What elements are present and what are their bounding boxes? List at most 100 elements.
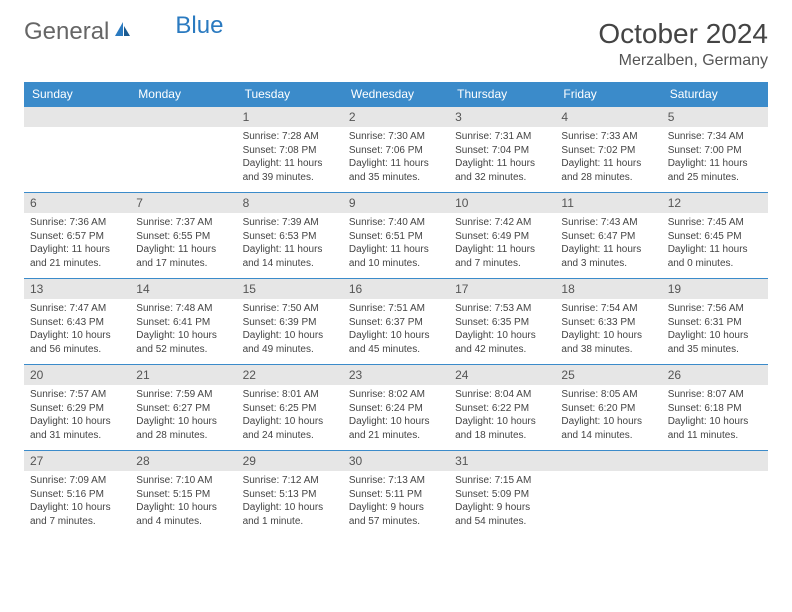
day-details: Sunrise: 7:56 AMSunset: 6:31 PMDaylight:… (662, 299, 768, 364)
calendar-day: 30Sunrise: 7:13 AMSunset: 5:11 PMDayligh… (343, 451, 449, 537)
calendar-day: 4Sunrise: 7:33 AMSunset: 7:02 PMDaylight… (555, 107, 661, 193)
day-number: 13 (24, 279, 130, 299)
day-number: 1 (237, 107, 343, 127)
day-details: Sunrise: 7:47 AMSunset: 6:43 PMDaylight:… (24, 299, 130, 364)
calendar-body: 1Sunrise: 7:28 AMSunset: 7:08 PMDaylight… (24, 107, 768, 537)
sail-icon (113, 20, 133, 40)
calendar-day: 8Sunrise: 7:39 AMSunset: 6:53 PMDaylight… (237, 193, 343, 279)
day-details: Sunrise: 7:13 AMSunset: 5:11 PMDaylight:… (343, 471, 449, 536)
calendar-day: 3Sunrise: 7:31 AMSunset: 7:04 PMDaylight… (449, 107, 555, 193)
calendar-day: 1Sunrise: 7:28 AMSunset: 7:08 PMDaylight… (237, 107, 343, 193)
day-number: 7 (130, 193, 236, 213)
calendar-day: 23Sunrise: 8:02 AMSunset: 6:24 PMDayligh… (343, 365, 449, 451)
calendar-day: 13Sunrise: 7:47 AMSunset: 6:43 PMDayligh… (24, 279, 130, 365)
calendar-day: 28Sunrise: 7:10 AMSunset: 5:15 PMDayligh… (130, 451, 236, 537)
title-block: October 2024 Merzalben, Germany (598, 18, 768, 70)
day-number: 21 (130, 365, 236, 385)
day-number: 25 (555, 365, 661, 385)
day-number: 30 (343, 451, 449, 471)
day-number: 23 (343, 365, 449, 385)
day-details: Sunrise: 7:15 AMSunset: 5:09 PMDaylight:… (449, 471, 555, 536)
day-details: Sunrise: 7:57 AMSunset: 6:29 PMDaylight:… (24, 385, 130, 450)
weekday-header: Tuesday (237, 82, 343, 107)
day-details: Sunrise: 8:04 AMSunset: 6:22 PMDaylight:… (449, 385, 555, 450)
day-details: Sunrise: 7:48 AMSunset: 6:41 PMDaylight:… (130, 299, 236, 364)
calendar-table: SundayMondayTuesdayWednesdayThursdayFrid… (24, 82, 768, 536)
brand-logo: General Blue (24, 18, 223, 46)
day-details: Sunrise: 7:12 AMSunset: 5:13 PMDaylight:… (237, 471, 343, 536)
weekday-header: Friday (555, 82, 661, 107)
calendar-day (130, 107, 236, 193)
calendar-day: 29Sunrise: 7:12 AMSunset: 5:13 PMDayligh… (237, 451, 343, 537)
weekday-header: Monday (130, 82, 236, 107)
day-details: Sunrise: 7:53 AMSunset: 6:35 PMDaylight:… (449, 299, 555, 364)
day-details: Sunrise: 7:30 AMSunset: 7:06 PMDaylight:… (343, 127, 449, 192)
weekday-header: Thursday (449, 82, 555, 107)
day-details: Sunrise: 7:42 AMSunset: 6:49 PMDaylight:… (449, 213, 555, 278)
day-details: Sunrise: 7:50 AMSunset: 6:39 PMDaylight:… (237, 299, 343, 364)
day-details: Sunrise: 7:33 AMSunset: 7:02 PMDaylight:… (555, 127, 661, 192)
day-number: 29 (237, 451, 343, 471)
day-number: 18 (555, 279, 661, 299)
day-details: Sunrise: 7:59 AMSunset: 6:27 PMDaylight:… (130, 385, 236, 450)
calendar-day (24, 107, 130, 193)
calendar-day: 7Sunrise: 7:37 AMSunset: 6:55 PMDaylight… (130, 193, 236, 279)
weekday-header: Sunday (24, 82, 130, 107)
day-details: Sunrise: 7:54 AMSunset: 6:33 PMDaylight:… (555, 299, 661, 364)
calendar-day: 6Sunrise: 7:36 AMSunset: 6:57 PMDaylight… (24, 193, 130, 279)
calendar-day (662, 451, 768, 537)
day-number: 26 (662, 365, 768, 385)
day-number: 31 (449, 451, 555, 471)
day-number: 2 (343, 107, 449, 127)
day-details: Sunrise: 7:31 AMSunset: 7:04 PMDaylight:… (449, 127, 555, 192)
day-number: 28 (130, 451, 236, 471)
day-details: Sunrise: 7:40 AMSunset: 6:51 PMDaylight:… (343, 213, 449, 278)
page-header: General Blue October 2024 Merzalben, Ger… (24, 18, 768, 70)
weekday-header: Saturday (662, 82, 768, 107)
calendar-day: 12Sunrise: 7:45 AMSunset: 6:45 PMDayligh… (662, 193, 768, 279)
calendar-day: 27Sunrise: 7:09 AMSunset: 5:16 PMDayligh… (24, 451, 130, 537)
calendar-day: 9Sunrise: 7:40 AMSunset: 6:51 PMDaylight… (343, 193, 449, 279)
calendar-day: 16Sunrise: 7:51 AMSunset: 6:37 PMDayligh… (343, 279, 449, 365)
calendar-day: 24Sunrise: 8:04 AMSunset: 6:22 PMDayligh… (449, 365, 555, 451)
day-number: 19 (662, 279, 768, 299)
calendar-week: 13Sunrise: 7:47 AMSunset: 6:43 PMDayligh… (24, 279, 768, 365)
day-details: Sunrise: 7:28 AMSunset: 7:08 PMDaylight:… (237, 127, 343, 192)
day-number: 22 (237, 365, 343, 385)
day-details: Sunrise: 7:51 AMSunset: 6:37 PMDaylight:… (343, 299, 449, 364)
day-details: Sunrise: 7:34 AMSunset: 7:00 PMDaylight:… (662, 127, 768, 192)
calendar-day: 11Sunrise: 7:43 AMSunset: 6:47 PMDayligh… (555, 193, 661, 279)
calendar-day: 22Sunrise: 8:01 AMSunset: 6:25 PMDayligh… (237, 365, 343, 451)
day-details: Sunrise: 8:02 AMSunset: 6:24 PMDaylight:… (343, 385, 449, 450)
day-details: Sunrise: 7:09 AMSunset: 5:16 PMDaylight:… (24, 471, 130, 536)
day-details: Sunrise: 8:01 AMSunset: 6:25 PMDaylight:… (237, 385, 343, 450)
day-number: 9 (343, 193, 449, 213)
day-number: 16 (343, 279, 449, 299)
day-details: Sunrise: 8:07 AMSunset: 6:18 PMDaylight:… (662, 385, 768, 450)
calendar-head: SundayMondayTuesdayWednesdayThursdayFrid… (24, 82, 768, 107)
calendar-day: 19Sunrise: 7:56 AMSunset: 6:31 PMDayligh… (662, 279, 768, 365)
calendar-day: 26Sunrise: 8:07 AMSunset: 6:18 PMDayligh… (662, 365, 768, 451)
location-text: Merzalben, Germany (598, 52, 768, 70)
calendar-day: 5Sunrise: 7:34 AMSunset: 7:00 PMDaylight… (662, 107, 768, 193)
day-number: 15 (237, 279, 343, 299)
day-details: Sunrise: 7:45 AMSunset: 6:45 PMDaylight:… (662, 213, 768, 278)
day-number: 5 (662, 107, 768, 127)
calendar-week: 1Sunrise: 7:28 AMSunset: 7:08 PMDaylight… (24, 107, 768, 193)
calendar-day: 25Sunrise: 8:05 AMSunset: 6:20 PMDayligh… (555, 365, 661, 451)
brand-part1: General (24, 18, 109, 46)
month-title: October 2024 (598, 18, 768, 50)
calendar-week: 20Sunrise: 7:57 AMSunset: 6:29 PMDayligh… (24, 365, 768, 451)
day-details: Sunrise: 7:43 AMSunset: 6:47 PMDaylight:… (555, 213, 661, 278)
calendar-day: 2Sunrise: 7:30 AMSunset: 7:06 PMDaylight… (343, 107, 449, 193)
brand-part2: Blue (175, 12, 223, 40)
day-details: Sunrise: 7:10 AMSunset: 5:15 PMDaylight:… (130, 471, 236, 536)
day-number: 24 (449, 365, 555, 385)
day-number: 3 (449, 107, 555, 127)
day-number: 12 (662, 193, 768, 213)
day-number: 27 (24, 451, 130, 471)
day-number: 4 (555, 107, 661, 127)
day-number: 11 (555, 193, 661, 213)
day-details: Sunrise: 8:05 AMSunset: 6:20 PMDaylight:… (555, 385, 661, 450)
calendar-day: 20Sunrise: 7:57 AMSunset: 6:29 PMDayligh… (24, 365, 130, 451)
